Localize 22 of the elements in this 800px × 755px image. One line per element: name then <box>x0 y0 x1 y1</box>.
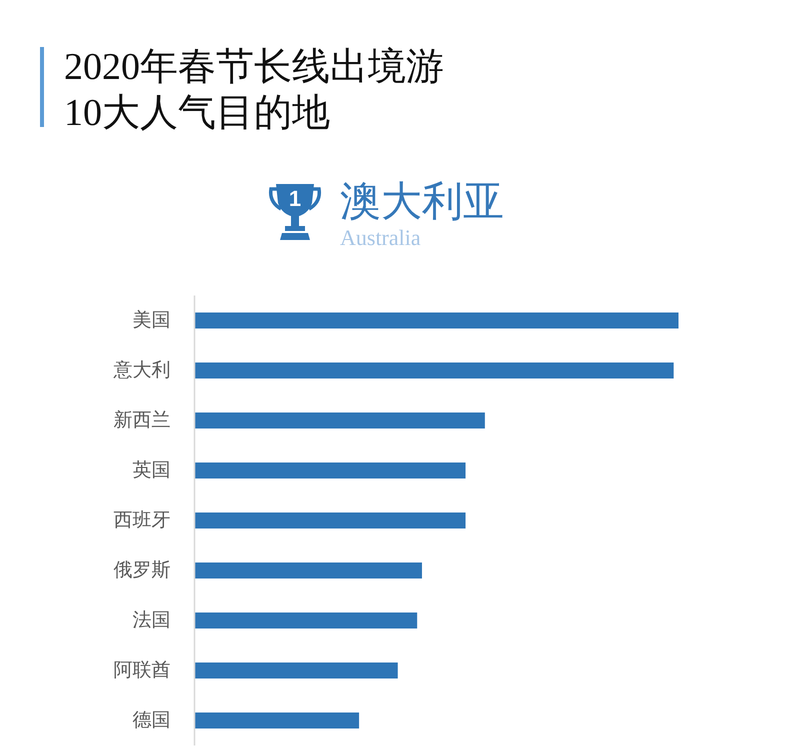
bar <box>194 612 418 628</box>
bar <box>194 362 674 378</box>
y-tick-label: 英国 <box>132 460 170 481</box>
bar <box>194 562 422 578</box>
bar <box>194 312 678 328</box>
y-tick-label: 俄罗斯 <box>114 560 170 581</box>
y-tick-label: 新西兰 <box>114 409 170 431</box>
text: 澳大利亚 <box>340 178 504 224</box>
y-tick-label: 法国 <box>132 610 170 631</box>
text: 1 <box>288 186 302 211</box>
y-tick-label: 阿联酋 <box>114 660 170 681</box>
bar <box>194 662 398 678</box>
chart-title: 2020年春节长线出境游 10大人气目的地 <box>64 45 444 136</box>
bar <box>194 512 466 528</box>
bar <box>194 462 466 478</box>
y-tick-label: 美国 <box>132 309 170 331</box>
bar <box>194 412 485 428</box>
y-tick-label: 西班牙 <box>114 510 170 531</box>
y-tick-label: 德国 <box>132 710 170 731</box>
text: Australia <box>340 225 421 251</box>
y-tick-label: 意大利 <box>112 360 170 381</box>
bar <box>194 712 360 728</box>
